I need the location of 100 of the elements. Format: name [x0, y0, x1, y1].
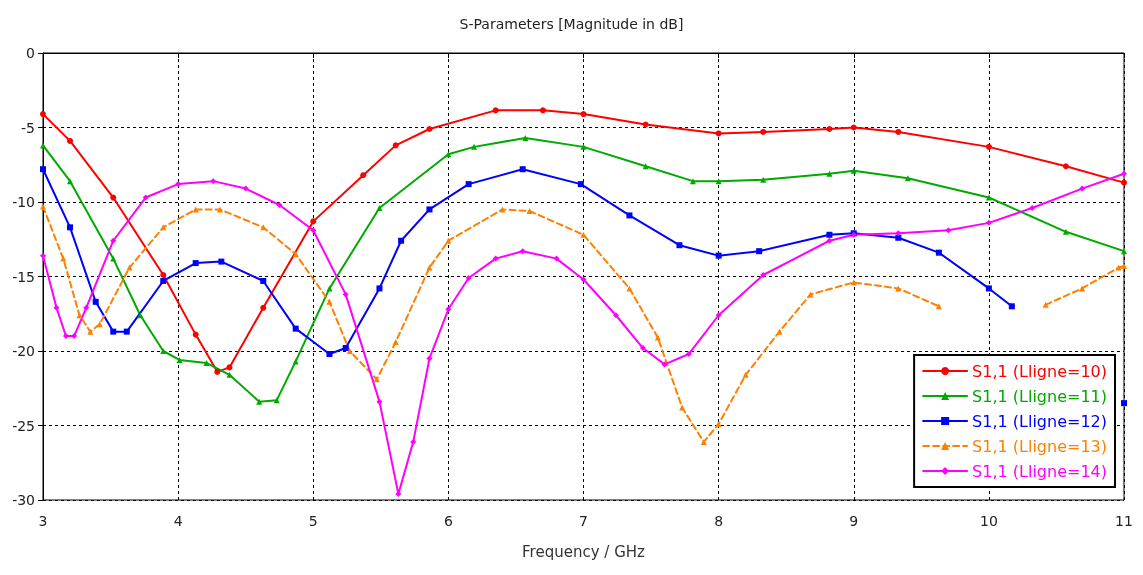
point: [580, 231, 587, 238]
point: [260, 277, 267, 284]
point: [760, 272, 767, 279]
point: [685, 350, 692, 357]
point: [1121, 179, 1127, 186]
legend-label: S1,1 (Lligne=12): [972, 411, 1108, 431]
point: [326, 298, 333, 305]
point: [1121, 248, 1127, 255]
point: [826, 125, 833, 132]
point: [83, 304, 90, 311]
point: [410, 438, 417, 445]
point: [395, 491, 402, 498]
point: [580, 143, 587, 150]
point: [807, 291, 814, 298]
point: [553, 255, 560, 262]
point: [110, 255, 117, 262]
point: [67, 137, 74, 144]
point: [326, 350, 333, 357]
point: [492, 107, 499, 114]
point: [87, 328, 94, 335]
legend-label: S1,1 (Lligne=13): [972, 436, 1108, 456]
point: [256, 398, 263, 405]
point: [1121, 170, 1127, 177]
point: [985, 285, 992, 292]
point: [426, 206, 433, 213]
point: [326, 285, 333, 292]
point: [580, 111, 587, 118]
y-tick-label: -15: [12, 268, 35, 285]
point: [110, 328, 117, 335]
point: [612, 312, 619, 319]
point: [346, 348, 353, 354]
point: [276, 201, 283, 208]
point: [192, 260, 199, 267]
point: [392, 142, 399, 149]
point: [715, 421, 722, 428]
point: [398, 237, 405, 244]
legend-label: S1,1 (Lligne=10): [972, 361, 1108, 381]
point: [522, 134, 529, 141]
point: [519, 248, 526, 255]
chart-title: S-Parameters [Magnitude in dB]: [459, 16, 684, 32]
point: [175, 181, 182, 188]
point: [160, 348, 167, 354]
y-tick-label: -30: [12, 492, 35, 508]
point: [742, 371, 749, 378]
point: [850, 167, 857, 174]
point: [945, 227, 952, 234]
point: [661, 361, 668, 368]
point: [40, 203, 46, 210]
point: [639, 345, 646, 352]
point: [376, 285, 383, 292]
point: [67, 178, 74, 185]
point: [40, 142, 46, 149]
point: [895, 230, 902, 237]
point: [826, 231, 833, 238]
point: [192, 331, 199, 338]
point: [92, 298, 99, 305]
point: [471, 143, 478, 150]
point: [126, 264, 133, 271]
point: [526, 207, 533, 214]
point: [465, 274, 472, 281]
point: [360, 172, 367, 179]
point: [53, 304, 60, 311]
point: [71, 333, 78, 340]
point: [445, 237, 452, 244]
point: [310, 218, 317, 225]
legend-label: S1,1 (Lligne=14): [972, 461, 1108, 481]
point: [214, 368, 221, 375]
point: [342, 345, 349, 352]
point: [985, 219, 992, 226]
x-tick-label: 9: [849, 513, 859, 529]
point: [715, 252, 722, 259]
point: [203, 359, 210, 366]
point: [715, 312, 722, 319]
point: [342, 291, 349, 298]
point: [1079, 185, 1086, 192]
point: [679, 404, 686, 411]
point: [689, 178, 696, 185]
y-tick-label: -25: [12, 417, 35, 434]
point: [776, 328, 783, 335]
point: [760, 176, 767, 183]
point: [1062, 228, 1069, 235]
point: [519, 166, 526, 173]
legend-label: S1,1 (Lligne=11): [972, 386, 1108, 406]
point: [62, 333, 69, 340]
point: [392, 339, 399, 346]
point: [176, 356, 183, 363]
point: [715, 130, 722, 137]
y-tick-label: 0: [26, 45, 35, 61]
point: [226, 371, 233, 378]
point: [895, 128, 902, 135]
point: [123, 328, 130, 335]
point: [226, 364, 233, 371]
point: [67, 224, 74, 231]
point: [60, 255, 67, 262]
point: [1121, 400, 1127, 407]
point: [376, 398, 383, 405]
point: [292, 325, 299, 332]
point: [242, 185, 249, 192]
point: [1029, 204, 1036, 211]
point: [935, 249, 942, 256]
